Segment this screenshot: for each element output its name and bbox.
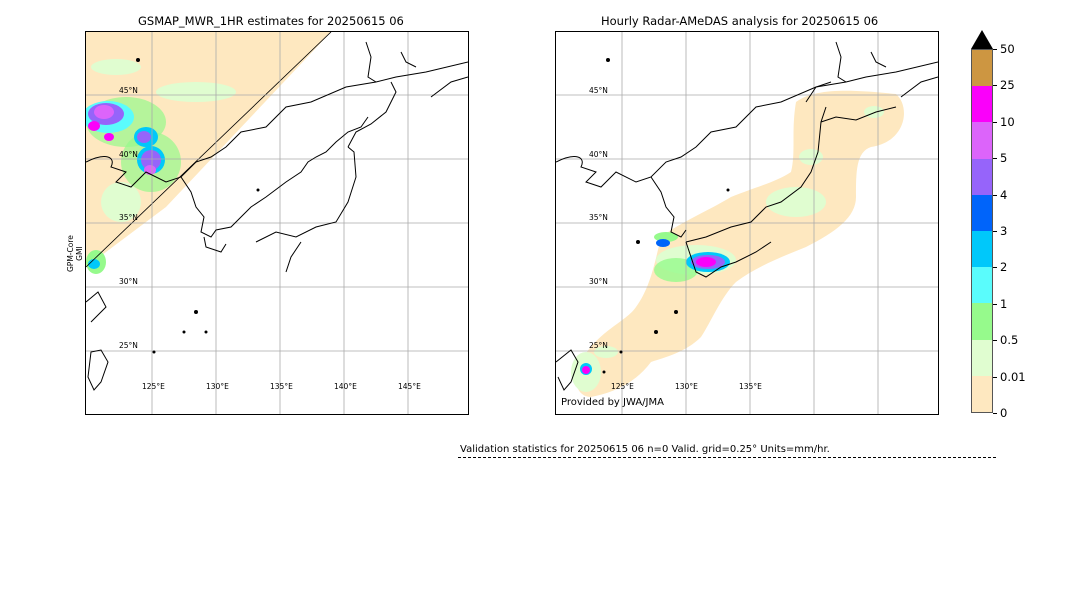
radar-amedas-map-panel xyxy=(555,31,939,415)
colorbar-band-2 xyxy=(972,303,992,340)
colorbar-extend-arrow xyxy=(971,30,993,49)
colorbar xyxy=(971,49,993,413)
right-lon-130: 130°E xyxy=(675,382,698,391)
colorbar-label-50: 50 xyxy=(1000,42,1015,56)
left-lat-45: 45°N xyxy=(119,86,138,95)
colorbar-band-6 xyxy=(972,158,992,195)
right-lat-40: 40°N xyxy=(589,150,608,159)
colorbar-tick xyxy=(993,267,997,268)
right-panel-title: Hourly Radar-AMeDAS analysis for 2025061… xyxy=(601,14,879,28)
left-lon-140: 140°E xyxy=(334,382,357,391)
right-lat-25: 25°N xyxy=(589,341,608,350)
colorbar-label-0.01: 0.01 xyxy=(1000,370,1026,384)
left-lon-130: 130°E xyxy=(206,382,229,391)
colorbar-tick xyxy=(993,413,997,414)
colorbar-band-5 xyxy=(972,194,992,231)
colorbar-tick xyxy=(993,85,997,86)
colorbar-tick xyxy=(993,49,997,50)
left-lat-25: 25°N xyxy=(119,341,138,350)
right-lon-125: 125°E xyxy=(611,382,634,391)
colorbar-band-9 xyxy=(972,49,992,87)
colorbar-band-0 xyxy=(972,375,992,412)
colorbar-tick xyxy=(993,377,997,378)
left-lon-125: 125°E xyxy=(142,382,165,391)
colorbar-label-5: 5 xyxy=(1000,151,1008,165)
colorbar-tick xyxy=(993,122,997,123)
colorbar-tick xyxy=(993,340,997,341)
left-lat-30: 30°N xyxy=(119,277,138,286)
gsmap-map-panel xyxy=(85,31,469,415)
colorbar-label-0: 0 xyxy=(1000,406,1008,420)
left-lon-145: 145°E xyxy=(398,382,421,391)
colorbar-tick xyxy=(993,158,997,159)
stats-divider xyxy=(458,457,996,458)
satellite-sensor-label: GPM-Core GMI xyxy=(66,235,84,272)
colorbar-tick xyxy=(993,231,997,232)
colorbar-label-10: 10 xyxy=(1000,115,1015,129)
right-lat-30: 30°N xyxy=(589,277,608,286)
colorbar-label-25: 25 xyxy=(1000,78,1015,92)
data-credit: Provided by JWA/JMA xyxy=(561,397,664,408)
colorbar-band-1 xyxy=(972,339,992,376)
satellite-label: GPM-Core xyxy=(66,235,75,272)
left-panel-title: GSMAP_MWR_1HR estimates for 20250615 06 xyxy=(138,14,404,28)
right-lon-135: 135°E xyxy=(739,382,762,391)
colorbar-label-3: 3 xyxy=(1000,224,1008,238)
left-lon-135: 135°E xyxy=(270,382,293,391)
colorbar-label-2: 2 xyxy=(1000,260,1008,274)
validation-statistics: Validation statistics for 20250615 06 n=… xyxy=(460,444,830,455)
colorbar-label-0.5: 0.5 xyxy=(1000,333,1019,347)
right-lat-35: 35°N xyxy=(589,213,608,222)
colorbar-band-7 xyxy=(972,122,992,159)
colorbar-band-3 xyxy=(972,267,992,304)
left-lat-40: 40°N xyxy=(119,150,138,159)
colorbar-label-4: 4 xyxy=(1000,188,1008,202)
colorbar-band-8 xyxy=(972,86,992,123)
colorbar-label-1: 1 xyxy=(1000,297,1008,311)
radar-amedas-map xyxy=(556,32,938,414)
gsmap-map xyxy=(86,32,468,414)
sensor-label: GMI xyxy=(75,246,84,261)
colorbar-tick xyxy=(993,195,997,196)
colorbar-band-4 xyxy=(972,230,992,268)
right-lat-45: 45°N xyxy=(589,86,608,95)
left-lat-35: 35°N xyxy=(119,213,138,222)
colorbar-tick xyxy=(993,304,997,305)
